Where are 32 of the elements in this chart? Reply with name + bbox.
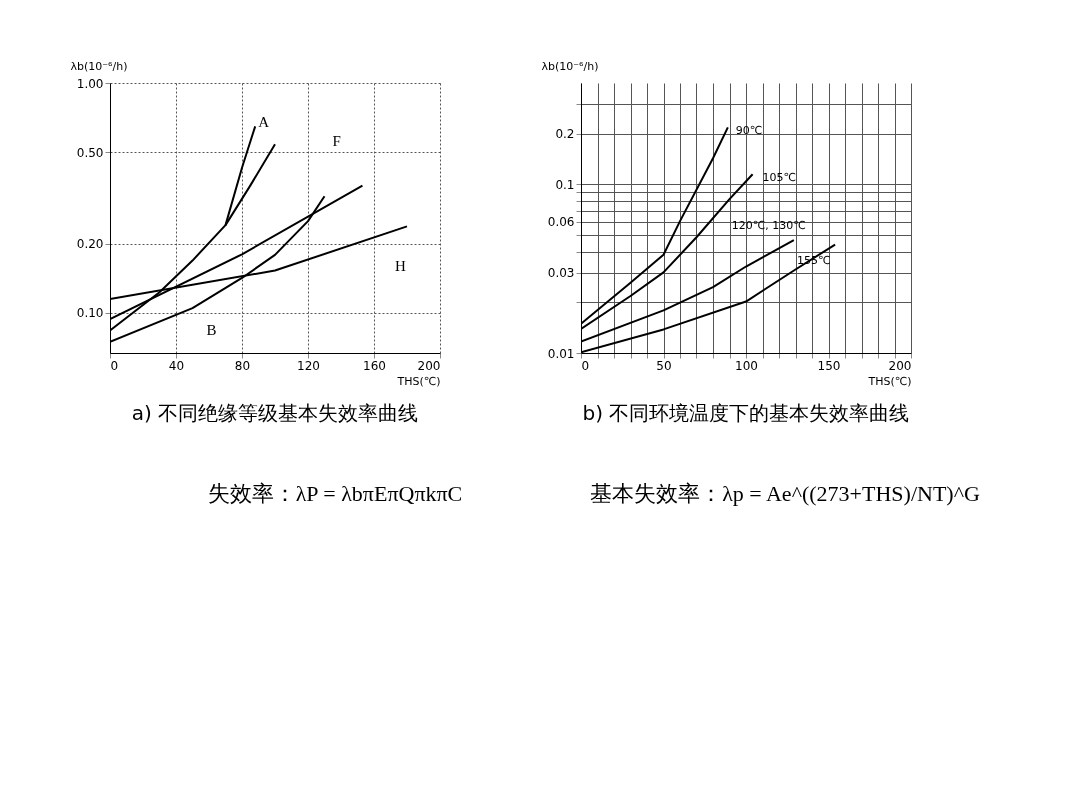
x-tick-label: 100 — [735, 358, 758, 373]
y-tick-label: 1.00 — [76, 76, 104, 91]
y-tick-label: 0.06 — [547, 215, 575, 230]
y-tick-label: 0.01 — [547, 346, 575, 361]
x-tick-label: 0 — [581, 358, 590, 373]
y-tick-label: 0.20 — [76, 237, 104, 252]
x-tick-label: 40 — [168, 358, 185, 373]
x-tick-label: 160 — [363, 358, 386, 373]
x-tick-label: 200 — [417, 358, 441, 373]
y-axis-title: λb(10⁻⁶/h) — [70, 59, 128, 73]
text: b) 不同环境温度下的基本失效率曲线 — [582, 401, 910, 425]
y-tick-label: 0.50 — [76, 145, 104, 160]
x-tick-label: 0 — [110, 358, 119, 373]
series-label: A — [258, 114, 270, 131]
y-tick-label: 0.03 — [547, 266, 575, 281]
series-label: B — [206, 322, 217, 339]
x-tick-label: 120 — [297, 358, 320, 373]
text: 基本失效率：λp = Ae^((273+THS)/NT)^G — [590, 481, 980, 506]
text: a) 不同绝缘等级基本失效率曲线 — [131, 401, 419, 425]
x-axis-title: THS(℃) — [396, 374, 441, 388]
text: 失效率：λP = λbπEπQπkπC — [207, 481, 463, 506]
y-axis-title: λb(10⁻⁶/h) — [541, 59, 599, 73]
series-label: H — [395, 258, 406, 275]
x-axis-title: THS(℃) — [867, 374, 912, 388]
y-tick-label: 0.2 — [555, 127, 575, 142]
x-tick-label: 200 — [888, 358, 912, 373]
x-tick-label: 80 — [234, 358, 251, 373]
y-tick-label: 0.10 — [76, 306, 104, 321]
text: F — [332, 132, 341, 149]
y-tick-label: 0.1 — [555, 177, 575, 192]
x-tick-label: 50 — [656, 358, 672, 373]
x-tick-label: 150 — [817, 358, 841, 373]
